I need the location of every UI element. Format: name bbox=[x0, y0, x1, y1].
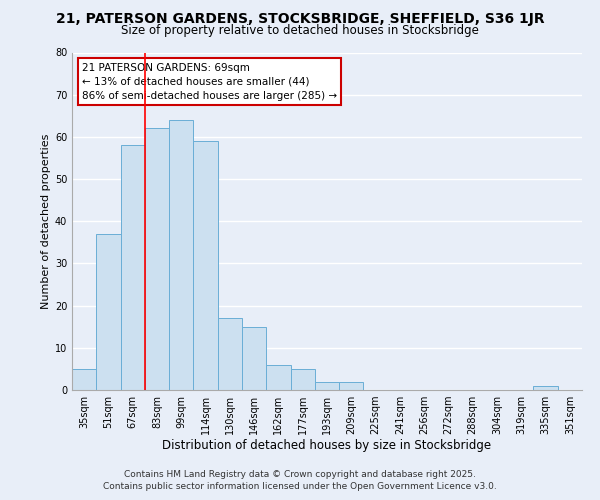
X-axis label: Distribution of detached houses by size in Stocksbridge: Distribution of detached houses by size … bbox=[163, 438, 491, 452]
Bar bbox=[218, 318, 242, 390]
Bar bbox=[121, 146, 145, 390]
Bar bbox=[315, 382, 339, 390]
Bar bbox=[169, 120, 193, 390]
Text: 21, PATERSON GARDENS, STOCKSBRIDGE, SHEFFIELD, S36 1JR: 21, PATERSON GARDENS, STOCKSBRIDGE, SHEF… bbox=[56, 12, 544, 26]
Bar bbox=[339, 382, 364, 390]
Text: 21 PATERSON GARDENS: 69sqm
← 13% of detached houses are smaller (44)
86% of semi: 21 PATERSON GARDENS: 69sqm ← 13% of deta… bbox=[82, 62, 337, 100]
Bar bbox=[533, 386, 558, 390]
Text: Contains HM Land Registry data © Crown copyright and database right 2025.
Contai: Contains HM Land Registry data © Crown c… bbox=[103, 470, 497, 491]
Bar bbox=[193, 141, 218, 390]
Bar bbox=[290, 369, 315, 390]
Y-axis label: Number of detached properties: Number of detached properties bbox=[41, 134, 50, 309]
Bar bbox=[96, 234, 121, 390]
Text: Size of property relative to detached houses in Stocksbridge: Size of property relative to detached ho… bbox=[121, 24, 479, 37]
Bar bbox=[266, 364, 290, 390]
Bar bbox=[72, 369, 96, 390]
Bar bbox=[145, 128, 169, 390]
Bar bbox=[242, 326, 266, 390]
